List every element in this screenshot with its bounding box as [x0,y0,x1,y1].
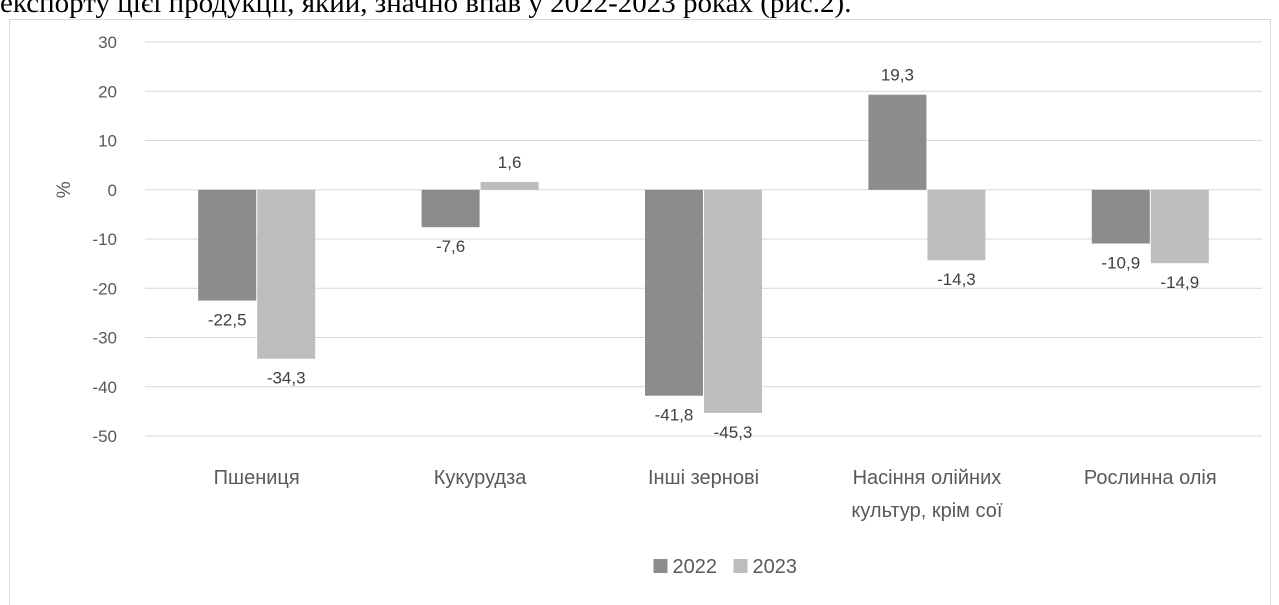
bar-2023 [927,189,986,261]
data-label: 1,6 [498,153,522,172]
x-tick-label: Рослинна олія [1084,467,1217,489]
x-tick-label: Кукурудза [434,467,527,489]
data-label: -45,3 [714,423,753,442]
legend-label: 2022 [673,556,718,578]
bar-2022 [1091,189,1150,244]
bar-2023 [704,189,762,413]
y-tick-label: 30 [98,33,117,52]
y-tick-label: 20 [98,82,117,101]
document-text-line: експорту цієї продукції, який, значно вп… [0,0,852,19]
data-label: -34,3 [267,369,306,388]
chart-frame [9,19,1271,605]
bar-2022 [645,189,703,396]
bar-2022 [868,94,927,190]
legend-swatch-2022 [653,559,668,573]
data-label: -22,5 [208,311,247,330]
y-tick-label: -20 [92,279,117,298]
bar-2023 [480,181,539,190]
data-label: 19,3 [881,66,914,85]
y-axis-label: % [54,181,75,198]
data-label: -14,9 [1160,273,1199,292]
x-tick-label: Інші зернові [648,467,759,489]
y-tick-label: 0 [108,181,117,200]
bar-2023 [1150,189,1209,264]
bar-2023 [257,189,316,359]
bar-2022 [198,189,257,301]
legend-label: 2023 [753,556,798,578]
data-label: -7,6 [436,237,465,256]
bar-2022 [421,189,480,228]
data-label: -14,3 [937,270,976,289]
data-label: -10,9 [1101,253,1140,272]
y-tick-label: 10 [98,132,117,151]
x-tick-label: Пшениця [214,467,300,489]
y-tick-label: -30 [92,329,117,348]
data-label: -41,8 [655,406,694,425]
x-tick-label: Насіння олійних [853,467,1002,489]
y-tick-label: -40 [92,378,117,397]
legend-swatch-2023 [733,559,748,573]
y-tick-label: -10 [92,230,117,249]
x-tick-label: культур, крім сої [851,500,1002,522]
y-tick-label: -50 [92,427,117,446]
